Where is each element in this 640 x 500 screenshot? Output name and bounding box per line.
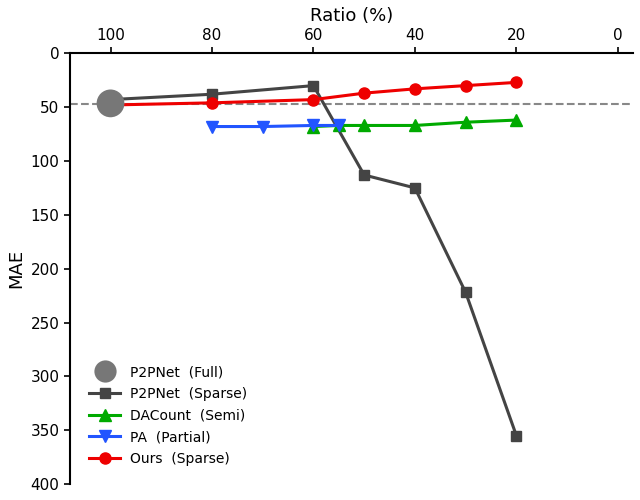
X-axis label: Ratio (%): Ratio (%) xyxy=(310,7,393,25)
Y-axis label: MAE: MAE xyxy=(7,249,25,288)
Legend: P2PNet  (Full), P2PNet  (Sparse), DACount  (Semi), PA  (Partial), Ours  (Sparse): P2PNet (Full), P2PNet (Sparse), DACount … xyxy=(83,358,254,473)
Point xyxy=(106,100,116,108)
